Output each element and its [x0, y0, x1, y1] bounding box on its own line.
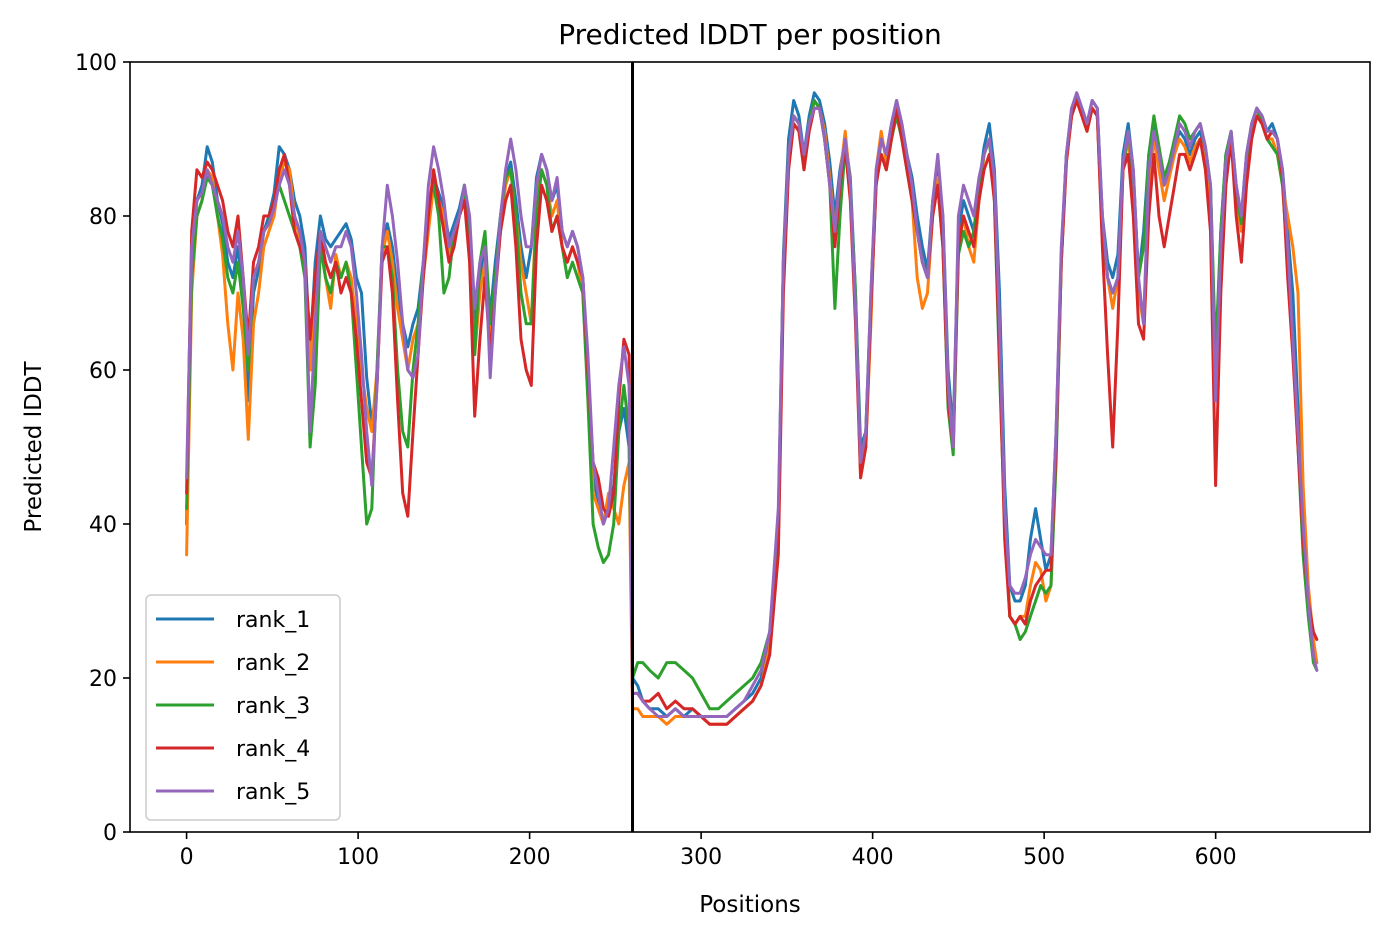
series-line-rank_4 [185, 99, 1319, 726]
x-tick-label: 200 [509, 845, 551, 870]
chart-title: Predicted lDDT per position [558, 18, 942, 51]
legend-label-rank_1: rank_1 [236, 608, 310, 633]
legend-label-rank_5: rank_5 [236, 780, 310, 805]
x-tick-label: 500 [1023, 845, 1065, 870]
x-tick-label: 0 [180, 845, 194, 870]
y-tick-label: 80 [89, 205, 117, 230]
legend: rank_1 rank_2 rank_3 rank_4 rank_5 [145, 594, 341, 821]
x-tick-label: 400 [852, 845, 894, 870]
plot-frame [129, 61, 1371, 833]
y-tick-label: 20 [89, 667, 117, 692]
x-tick-label: 100 [337, 845, 379, 870]
legend-label-rank_4: rank_4 [236, 737, 310, 762]
legend-label-rank_2: rank_2 [236, 651, 310, 676]
y-tick-label: 60 [89, 359, 117, 384]
y-tick-label: 100 [75, 51, 117, 76]
series-line-rank_5 [185, 91, 1319, 718]
x-axis-label: Positions [699, 892, 801, 918]
y-axis: 0 20 40 60 80 100 [75, 51, 130, 846]
x-axis: 0 100 200 300 400 500 600 [180, 832, 1237, 870]
legend-label-rank_3: rank_3 [236, 694, 310, 719]
x-tick-label: 600 [1195, 845, 1237, 870]
y-tick-label: 0 [103, 821, 117, 846]
x-tick-label: 300 [680, 845, 722, 870]
y-tick-label: 40 [89, 513, 117, 538]
legend-frame [145, 594, 341, 821]
plot-area [185, 62, 1319, 832]
y-axis-label: Predicted lDDT [21, 360, 47, 532]
